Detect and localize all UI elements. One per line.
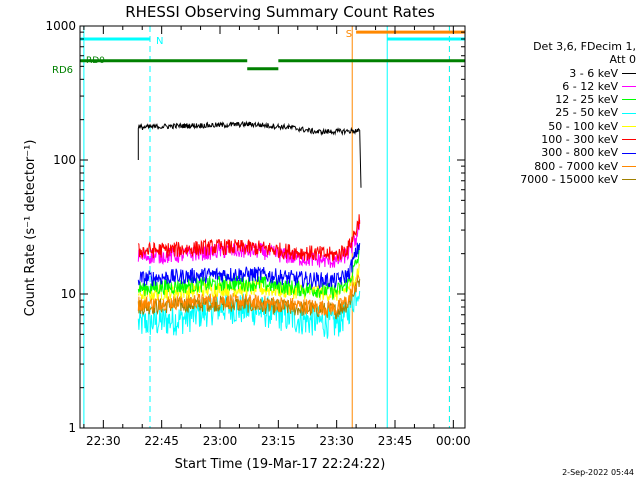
legend-item: 25 - 50 keV [470,106,640,119]
legend-swatch [622,86,636,88]
legend-subtitle: Att 0 [609,53,636,67]
footer-date: 2-Sep-2022 05:44 [562,468,634,477]
legend-item-label: 7000 - 15000 keV [520,172,618,186]
legend-swatch [622,125,636,127]
x-axis-label: Start Time (19-Mar-17 22:24:22) [175,457,386,472]
y-tick-label: 100 [53,153,76,167]
flag-label: S [346,29,352,40]
legend-item: 50 - 100 keV [470,120,640,133]
series-line [137,271,360,317]
legend: Det 3,6, FDecim 1, Att 0 3 - 6 keV 6 - 12… [470,40,640,186]
flag-bars: N S RD6 RD0 [52,29,465,76]
legend-item-label: 25 - 50 keV [555,106,618,120]
series-line [137,288,361,339]
series-line [137,214,361,262]
legend-item-label: 100 - 300 keV [541,133,618,147]
x-tick-label: 23:45 [378,434,413,448]
legend-item-label: 6 - 12 keV [562,79,618,93]
x-tick-label: 00:00 [436,434,471,448]
legend-swatch [622,179,636,181]
legend-item-label: 300 - 800 keV [541,146,618,160]
legend-item: 100 - 300 keV [470,133,640,146]
legend-swatch [622,152,636,154]
legend-swatch [622,72,636,74]
x-tick-label: 23:15 [261,434,296,448]
plot-frame [79,25,466,429]
y-axis-label: Count Rate (s⁻¹ detector⁻¹) [23,140,38,317]
legend-swatch [622,139,636,141]
flag-label: N [156,36,163,47]
legend-item-label: 50 - 100 keV [548,119,618,133]
legend-swatch [622,99,636,101]
series-line [137,262,361,302]
vertical-event-lines [83,26,450,428]
legend-item: 800 - 7000 keV [470,160,640,173]
legend-items: 3 - 6 keV 6 - 12 keV 12 - 25 keV 25 - 50 ke… [470,67,640,187]
y-tick-label: 1000 [45,19,76,33]
legend-item-label: 800 - 7000 keV [534,159,618,173]
y-tick-label: 1 [68,421,76,435]
legend-item: 12 - 25 keV [470,93,640,106]
x-tick-label: 23:00 [203,434,238,448]
legend-title-line: Det 3,6, FDecim 1, [470,40,640,53]
legend-item: 3 - 6 keV [470,67,640,80]
series-line [137,120,362,188]
axes: 1 10 100 1000 22:30 22:45 23:00 23:15 23:30 23:45… [45,19,470,448]
y-tick-label: 10 [61,287,76,301]
series-line [137,242,361,290]
legend-swatch [622,112,636,114]
legend-item: 300 - 800 keV [470,146,640,159]
legend-swatch [622,165,636,167]
legend-item: 6 - 12 keV [470,80,640,93]
legend-title: Det 3,6, FDecim 1, [533,40,636,53]
legend-item-label: 3 - 6 keV [569,66,618,80]
flag-overlay-label: RD0 [86,56,105,66]
chart-title: RHESSI Observing Summary Count Rates [125,3,435,21]
legend-title-line: Att 0 [470,53,640,66]
legend-item-label: 12 - 25 keV [555,93,618,107]
data-series [137,120,362,339]
legend-item: 7000 - 15000 keV [470,173,640,186]
x-tick-label: 22:30 [86,434,121,448]
flag-label: RD6 [52,65,73,76]
x-tick-label: 23:30 [319,434,354,448]
x-tick-label: 22:45 [144,434,179,448]
